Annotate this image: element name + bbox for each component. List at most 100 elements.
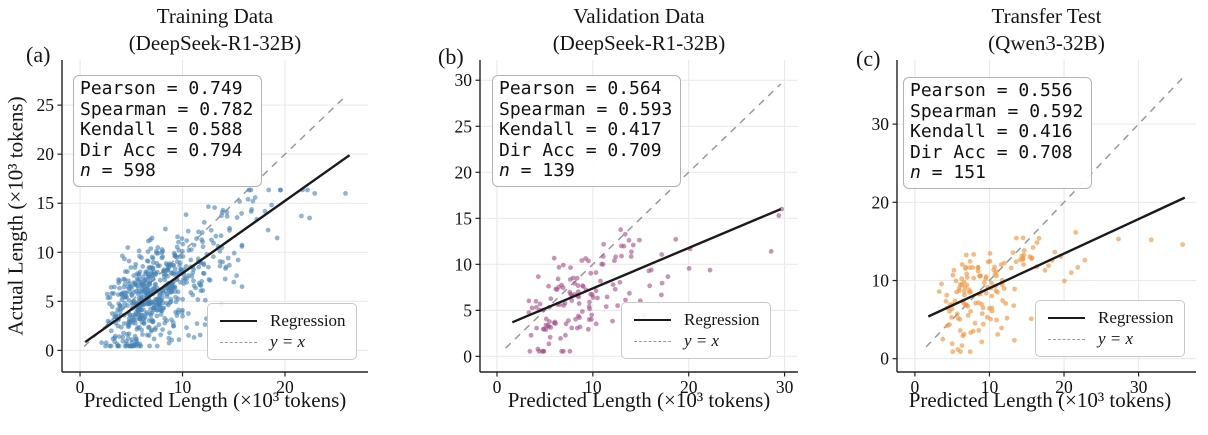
scatter-point: [947, 322, 952, 327]
scatter-point: [950, 349, 956, 355]
scatter-point: [129, 285, 135, 290]
scatter-point: [133, 337, 139, 342]
scatter-point: [173, 309, 179, 315]
scatter-point: [979, 339, 985, 345]
scatter-point: [957, 316, 963, 322]
scatter-point: [1052, 249, 1058, 255]
identity-line: [925, 74, 1187, 348]
scatter-point: [137, 316, 142, 322]
scatter-point: [138, 280, 144, 285]
scatter-point: [148, 237, 153, 243]
scatter-point: [139, 255, 144, 261]
legend-label-identity: y = x: [684, 331, 720, 351]
scatter-point: [181, 281, 187, 286]
scatter-point: [555, 276, 561, 282]
scatter-point: [120, 253, 125, 259]
scatter-point: [141, 316, 147, 322]
scatter-point: [590, 295, 596, 300]
scatter-point: [154, 313, 160, 319]
scatter-point: [120, 290, 126, 296]
panel-a-label: (a): [26, 42, 51, 67]
scatter-point: [957, 288, 962, 293]
scatter-point: [176, 247, 182, 253]
scatter-point: [136, 295, 142, 301]
scatter-point: [1021, 252, 1027, 258]
scatter-point: [976, 328, 982, 333]
regression-line: [511, 207, 782, 324]
y-tick-label: 5: [45, 291, 54, 311]
scatter-point: [621, 243, 627, 249]
scatter-point: [191, 242, 197, 248]
scatter-point: [136, 248, 142, 254]
scatter-point: [180, 254, 186, 259]
stat-dir-acc: Dir Acc = 0.708: [910, 141, 1073, 163]
scatter-point: [125, 303, 130, 308]
scatter-point: [628, 254, 634, 259]
scatter-point: [1001, 286, 1007, 291]
scatter-point: [103, 340, 109, 346]
scatter-point: [163, 226, 168, 232]
scatter-point: [146, 333, 152, 338]
scatter-point: [196, 264, 202, 270]
scatter-point: [1062, 278, 1067, 284]
scatter-point: [185, 228, 191, 234]
scatter-point: [194, 321, 200, 326]
scatter-point: [157, 292, 163, 298]
y-tick-label: 30: [455, 70, 473, 90]
scatter-point: [965, 313, 971, 318]
stat-pearson: Pearson = 0.749: [80, 78, 243, 99]
scatter-point: [245, 196, 251, 202]
scatter-point: [987, 251, 993, 256]
scatter-point: [196, 229, 201, 235]
scatter-point: [585, 326, 591, 332]
scatter-point: [968, 309, 973, 314]
scatter-point: [153, 248, 159, 254]
scatter-point: [200, 244, 206, 250]
scatter-point: [299, 213, 304, 219]
scatter-point: [231, 279, 237, 285]
scatter-point: [546, 341, 552, 347]
scatter-point: [151, 336, 157, 342]
scatter-point: [136, 289, 142, 295]
scatter-point: [534, 304, 539, 310]
scatter-point: [160, 327, 166, 332]
scatter-point: [158, 332, 164, 338]
panel-c-title-line1: Transfer Test: [991, 4, 1102, 28]
scatter-point: [191, 278, 196, 284]
identity-line: [83, 94, 347, 348]
scatter-point: [164, 294, 170, 299]
scatter-point: [949, 341, 955, 347]
scatter-point: [219, 210, 225, 215]
scatter-point: [574, 275, 580, 281]
scatter-point: [529, 305, 535, 311]
regression-line-sample: [1048, 316, 1085, 319]
scatter-point: [149, 327, 155, 333]
scatter-point: [225, 255, 231, 261]
x-tick-label: 0: [911, 377, 920, 397]
scatter-point: [133, 343, 139, 349]
scatter-point: [148, 313, 154, 318]
scatter-point: [994, 317, 999, 323]
identity-line-sample: [1048, 338, 1085, 340]
scatter-point: [133, 317, 138, 323]
scatter-point: [155, 269, 160, 275]
scatter-point: [967, 265, 973, 270]
scatter-point: [183, 212, 189, 218]
scatter-point: [180, 241, 186, 247]
scatter-point: [343, 191, 348, 196]
scatter-point: [959, 262, 965, 267]
scatter-point: [959, 282, 965, 288]
scatter-point: [562, 300, 568, 306]
scatter-point: [954, 311, 960, 317]
scatter-point: [274, 235, 280, 241]
scatter-point: [686, 266, 692, 271]
scatter-point: [630, 242, 636, 248]
scatter-point: [133, 282, 139, 288]
scatter-point: [262, 208, 268, 214]
scatter-point: [1116, 236, 1121, 242]
scatter-point: [574, 325, 580, 331]
scatter-point: [615, 303, 620, 309]
y-tick-label: 5: [463, 300, 472, 320]
x-tick-label: 10: [174, 377, 192, 397]
scatter-point: [978, 273, 984, 279]
